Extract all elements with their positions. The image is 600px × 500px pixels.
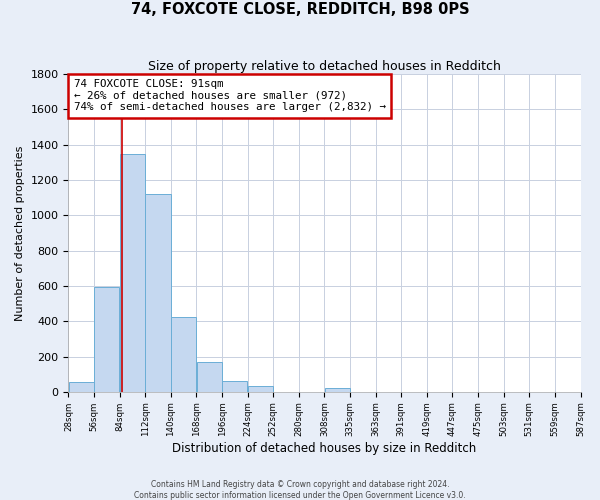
Title: Size of property relative to detached houses in Redditch: Size of property relative to detached ho…	[148, 60, 501, 73]
Bar	[94, 287, 119, 392]
Bar	[197, 362, 222, 392]
Text: 74 FOXCOTE CLOSE: 91sqm
← 26% of detached houses are smaller (972)
74% of semi-d: 74 FOXCOTE CLOSE: 91sqm ← 26% of detache…	[74, 79, 386, 112]
Bar	[171, 317, 196, 392]
Bar	[120, 154, 145, 392]
Bar	[222, 382, 247, 392]
Bar	[145, 194, 170, 392]
Text: 74, FOXCOTE CLOSE, REDDITCH, B98 0PS: 74, FOXCOTE CLOSE, REDDITCH, B98 0PS	[131, 2, 469, 18]
Text: Contains HM Land Registry data © Crown copyright and database right 2024.
Contai: Contains HM Land Registry data © Crown c…	[134, 480, 466, 500]
X-axis label: Distribution of detached houses by size in Redditch: Distribution of detached houses by size …	[172, 442, 476, 455]
Bar	[248, 386, 273, 392]
Y-axis label: Number of detached properties: Number of detached properties	[15, 146, 25, 320]
Bar	[325, 388, 350, 392]
Bar	[68, 382, 94, 392]
